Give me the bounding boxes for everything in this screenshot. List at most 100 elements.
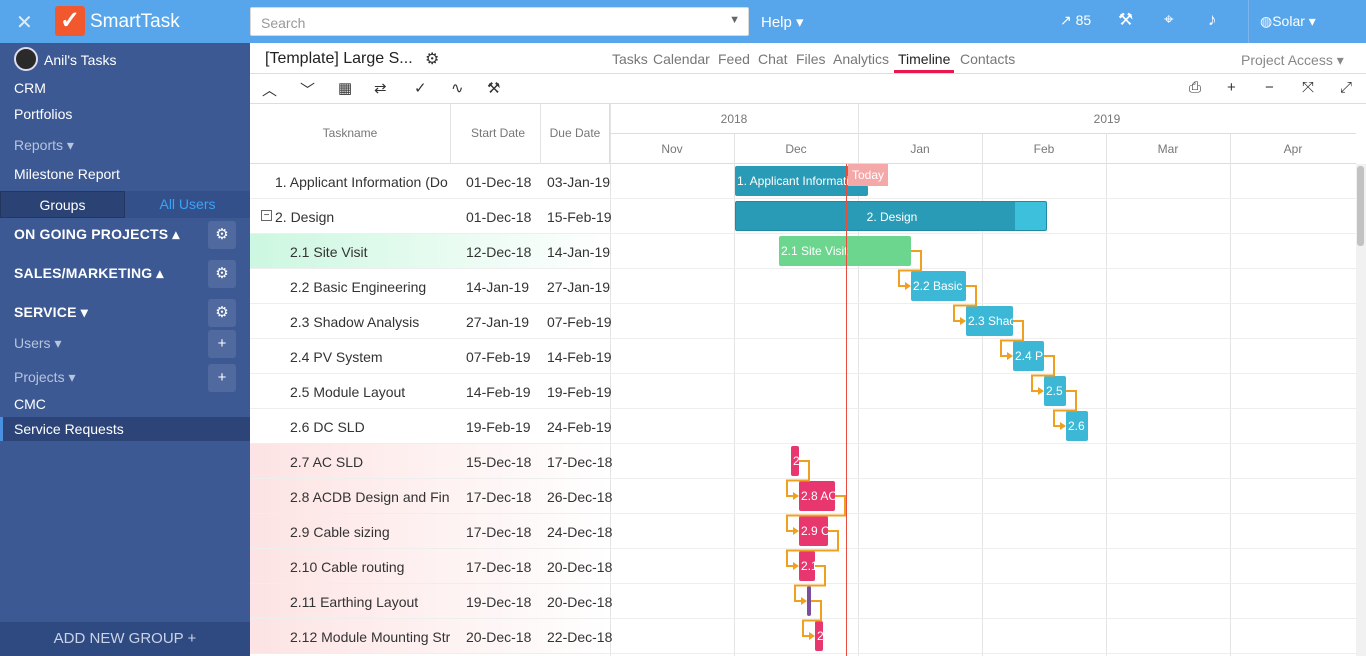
collapse-toggle-icon[interactable]: − xyxy=(261,210,272,221)
task-name[interactable]: 2.1 Site Visit xyxy=(290,244,368,260)
table-row[interactable]: 2.7 AC SLD 15-Dec-18 17-Dec-18 xyxy=(250,444,612,479)
tab-all-users[interactable]: All Users xyxy=(159,196,216,212)
task-bar[interactable] xyxy=(807,586,811,616)
sidebar-item-crm[interactable]: CRM xyxy=(14,80,46,96)
table-row[interactable]: 2.11 Earthing Layout 19-Dec-18 20-Dec-18 xyxy=(250,584,612,619)
critical-path-icon[interactable]: ∿ xyxy=(451,80,464,97)
table-row[interactable]: 1. Applicant Information (Do not 01-Dec-1… xyxy=(250,164,610,199)
tab-feed[interactable]: Feed xyxy=(718,51,750,67)
task-name[interactable]: 2. Design xyxy=(275,209,335,225)
task-bar[interactable]: 2.2 Basic xyxy=(911,271,966,301)
location-pin-icon[interactable]: ⌖ xyxy=(1164,10,1174,29)
project-access-menu[interactable]: Project Access ▾ xyxy=(1241,52,1344,68)
task-name[interactable]: 2.11 Earthing Layout xyxy=(290,594,419,610)
task-name[interactable]: 2.9 Cable sizing xyxy=(290,524,390,540)
task-name[interactable]: 2.6 DC SLD xyxy=(290,419,365,435)
sidebar-item-milestone-report[interactable]: Milestone Report xyxy=(14,166,120,182)
task-name[interactable]: 2.10 Cable routing xyxy=(290,559,405,575)
task-bar[interactable]: 2.8 AC xyxy=(799,481,835,511)
task-bar[interactable]: 2 xyxy=(815,621,823,651)
add-project-button[interactable]: + xyxy=(208,364,236,392)
section-service[interactable]: SERVICE ▾ xyxy=(14,304,88,320)
task-name[interactable]: 2.2 Basic Engineering xyxy=(290,279,427,295)
close-sidebar-icon[interactable]: ✕ xyxy=(16,12,33,34)
task-name[interactable]: 2.12 Module Mounting Struc xyxy=(290,629,450,645)
double-check-icon[interactable]: ✓ xyxy=(414,80,427,97)
col-taskname[interactable]: Taskname xyxy=(322,126,378,140)
sidebar-item-cmc[interactable]: CMC xyxy=(14,396,46,412)
task-bar[interactable]: 2.1 xyxy=(799,551,815,581)
help-menu[interactable]: Help ▾ xyxy=(761,14,804,31)
add-user-button[interactable]: + xyxy=(208,330,236,358)
task-bar[interactable]: 2 xyxy=(791,446,799,476)
hammer-icon[interactable]: ⚒ xyxy=(1118,10,1134,29)
fit-icon[interactable]: ⤧ xyxy=(1302,79,1315,96)
table-row[interactable]: 2.5 Module Layout 14-Feb-19 19-Feb-19 xyxy=(250,374,612,409)
karma-score[interactable]: ↗ 85 xyxy=(1060,12,1092,28)
col-due-date[interactable]: Due Date xyxy=(549,126,601,140)
tab-contacts[interactable]: Contacts xyxy=(960,51,1016,67)
table-row[interactable]: 2. Design − 01-Dec-18 15-Feb-19 xyxy=(250,199,612,234)
task-bar[interactable]: 2.6 xyxy=(1066,411,1088,441)
task-bar[interactable]: 2.4 P xyxy=(1013,341,1044,371)
table-row[interactable]: 2.9 Cable sizing 17-Dec-18 24-Dec-18 xyxy=(250,514,612,549)
gear-icon[interactable]: ⚙ xyxy=(208,299,236,327)
tab-tasks[interactable]: Tasks xyxy=(612,51,648,67)
task-name[interactable]: 2.4 PV System xyxy=(290,349,383,365)
workspace-selector[interactable]: ◍Solar ▾ xyxy=(1260,13,1316,29)
swap-icon[interactable]: ⇄ xyxy=(374,80,387,97)
task-name[interactable]: 2.7 AC SLD xyxy=(290,454,364,470)
table-row[interactable]: 2.6 DC SLD 19-Feb-19 24-Feb-19 xyxy=(250,409,612,444)
gear-icon[interactable]: ⚙ xyxy=(208,221,236,249)
collapse-all-icon[interactable]: ︿ xyxy=(262,82,278,99)
fullscreen-icon[interactable]: ⤢ xyxy=(1340,79,1353,96)
grid-icon[interactable]: ▦ xyxy=(338,80,353,97)
sidebar-item-my-tasks[interactable]: Anil's Tasks xyxy=(44,52,117,68)
tab-groups[interactable]: Groups xyxy=(0,191,125,218)
sidebar-reports-header[interactable]: Reports ▾ xyxy=(14,137,74,153)
tab-chat[interactable]: Chat xyxy=(758,51,788,67)
table-row[interactable]: 2.10 Cable routing 17-Dec-18 20-Dec-18 xyxy=(250,549,612,584)
table-row[interactable]: 2.2 Basic Engineering 14-Jan-19 27-Jan-19 xyxy=(250,269,610,304)
section-ongoing-projects[interactable]: ON GOING PROJECTS ▴ xyxy=(14,226,180,242)
table-row[interactable]: 2.8 ACDB Design and Finali 17-Dec-18 26-De… xyxy=(250,479,612,514)
gear-icon[interactable]: ⚙ xyxy=(208,260,236,288)
task-name[interactable]: 2.8 ACDB Design and Finali xyxy=(290,489,450,505)
table-row[interactable]: 2.12 Module Mounting Struc 20-Dec-18 22-De… xyxy=(250,619,612,654)
tab-timeline[interactable]: Timeline xyxy=(898,51,951,67)
zoom-out-icon[interactable]: − xyxy=(1265,79,1274,96)
sidebar-users-header[interactable]: Users ▾ xyxy=(14,335,62,351)
table-row[interactable]: 2.3 Shadow Analysis 27-Jan-19 07-Feb-19 xyxy=(250,304,612,339)
sidebar-projects-header[interactable]: Projects ▾ xyxy=(14,369,76,385)
search-input[interactable]: Search ▼ xyxy=(250,7,749,36)
scrollbar-thumb[interactable] xyxy=(1357,166,1364,246)
sidebar-item-portfolios[interactable]: Portfolios xyxy=(14,106,73,122)
task-bar[interactable]: 1. Applicant Information ( xyxy=(735,166,868,196)
table-row[interactable]: 2.1 Site Visit 12-Dec-18 14-Jan-19 xyxy=(250,234,610,269)
project-title[interactable]: [Template] Large S... xyxy=(265,50,413,67)
task-name[interactable]: 2.5 Module Layout xyxy=(290,384,406,400)
vertical-scrollbar[interactable] xyxy=(1356,164,1366,656)
tab-files[interactable]: Files xyxy=(796,51,826,67)
task-bar[interactable]: 2.5 xyxy=(1044,376,1066,406)
tab-analytics[interactable]: Analytics xyxy=(833,51,890,67)
table-row[interactable]: 2.4 PV System 07-Feb-19 14-Feb-19 xyxy=(250,339,612,374)
sidebar-item-service-requests[interactable]: Service Requests xyxy=(0,417,250,441)
expand-all-icon[interactable]: ﹀ xyxy=(300,82,316,99)
task-bar[interactable]: 2.1 Site Visit xyxy=(779,236,911,266)
task-bar[interactable]: 2.9 C xyxy=(799,516,828,546)
wrench-icon[interactable]: ⚒ xyxy=(487,80,501,97)
col-start-date[interactable]: Start Date xyxy=(470,126,526,140)
task-name[interactable]: 1. Applicant Information (Do not xyxy=(275,174,450,190)
add-new-group-button[interactable]: ADD NEW GROUP + xyxy=(0,622,250,656)
bell-icon[interactable]: ♪ xyxy=(1208,10,1217,29)
tab-calendar[interactable]: Calendar xyxy=(653,51,710,67)
zoom-in-icon[interactable]: + xyxy=(1227,79,1236,96)
search-dropdown-icon[interactable]: ▼ xyxy=(729,14,740,26)
section-sales-marketing[interactable]: SALES/MARKETING ▴ xyxy=(14,265,164,281)
project-settings-gear-icon[interactable]: ⚙ xyxy=(425,51,440,68)
task-bar[interactable]: 2.3 Shad xyxy=(966,306,1013,336)
print-icon[interactable]: ⎙ xyxy=(1189,79,1202,96)
task-bar[interactable]: 2. Design xyxy=(735,201,1047,231)
avatar[interactable] xyxy=(14,47,38,71)
